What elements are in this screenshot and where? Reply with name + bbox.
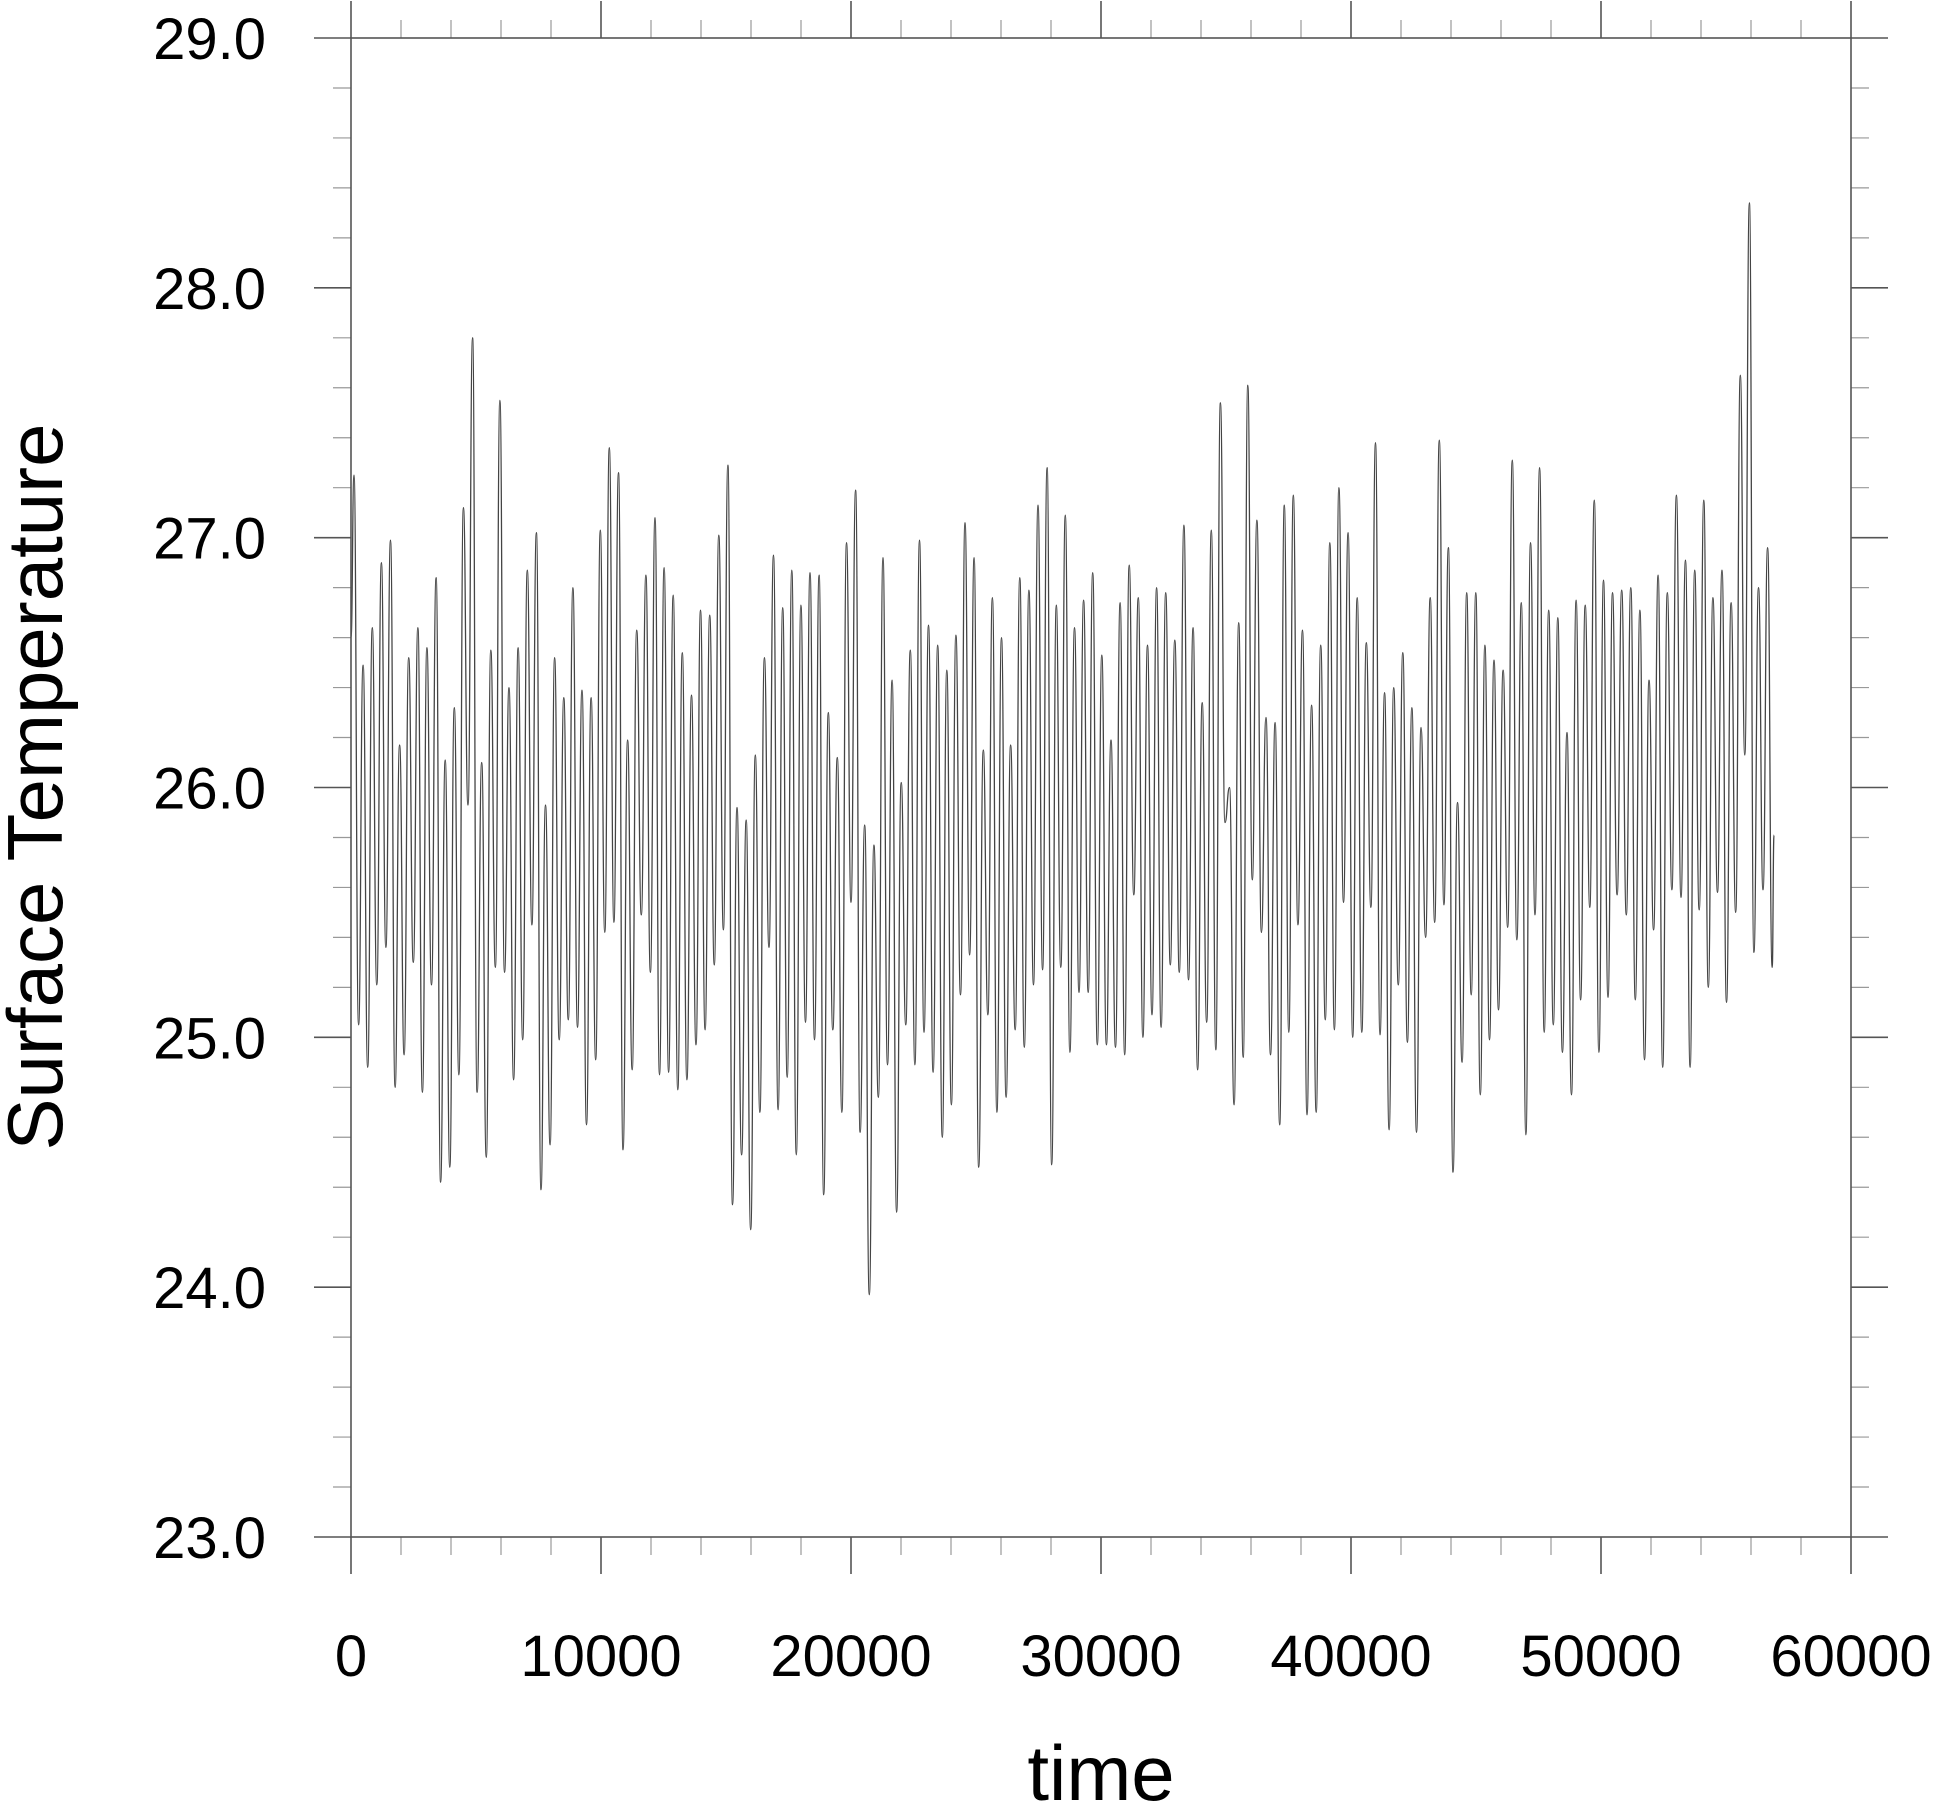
y-tick-label: 25.0 xyxy=(153,1006,266,1071)
series-line xyxy=(350,202,1775,1296)
y-tick-label: 26.0 xyxy=(153,757,266,822)
x-tick-label: 50000 xyxy=(1520,1624,1681,1689)
x-tick-label: 40000 xyxy=(1270,1624,1431,1689)
axis-ticks xyxy=(314,1,1888,1574)
y-tick-label: 24.0 xyxy=(153,1256,266,1321)
x-tick-label: 10000 xyxy=(520,1624,681,1689)
x-axis-title: time xyxy=(1027,1729,1174,1802)
y-tick-labels: 23.0 24.0 25.0 26.0 27.0 28.0 29.0 xyxy=(153,7,266,1571)
x-tick-labels: 0 10000 20000 30000 40000 50000 60000 xyxy=(335,1624,1932,1689)
y-tick-label: 27.0 xyxy=(153,507,266,572)
plot-frame xyxy=(350,37,1852,1538)
y-tick-label: 23.0 xyxy=(153,1506,266,1571)
x-tick-label: 60000 xyxy=(1770,1624,1931,1689)
x-tick-label: 20000 xyxy=(770,1624,931,1689)
x-tick-label: 30000 xyxy=(1020,1624,1181,1689)
y-tick-label: 28.0 xyxy=(153,257,266,322)
x-tick-label: 0 xyxy=(335,1624,367,1689)
y-tick-label: 29.0 xyxy=(153,7,266,72)
y-axis-title: Surface Temperature xyxy=(0,424,79,1151)
